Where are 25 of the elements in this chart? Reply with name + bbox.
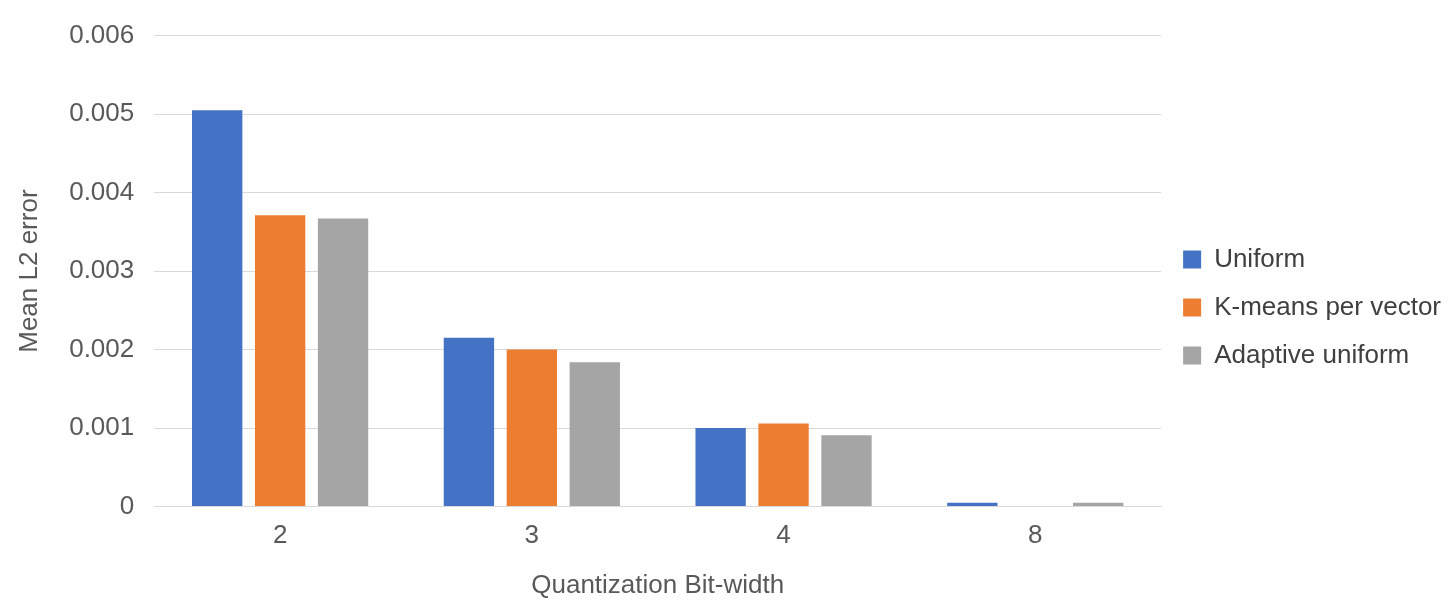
bar bbox=[506, 349, 558, 507]
y-tick-label: 0.004 bbox=[69, 175, 135, 206]
bar bbox=[821, 435, 872, 507]
x-tick-label: 3 bbox=[524, 519, 540, 550]
y-tick-label: 0.001 bbox=[69, 411, 135, 442]
y-tick-label: 0.006 bbox=[69, 18, 135, 49]
y-tick-label: 0.002 bbox=[69, 332, 135, 363]
bar bbox=[569, 362, 620, 507]
x-tick-label: 8 bbox=[1028, 519, 1043, 550]
legend-label: K-means per vector bbox=[1214, 290, 1442, 321]
bar bbox=[758, 423, 809, 507]
y-axis-title: Mean L2 error bbox=[12, 189, 43, 353]
bar bbox=[192, 110, 243, 507]
bar bbox=[695, 428, 746, 507]
x-tick-label: 2 bbox=[272, 519, 288, 550]
x-tick-label: 4 bbox=[776, 519, 791, 550]
bar bbox=[254, 215, 306, 507]
bar bbox=[317, 218, 369, 507]
bar bbox=[443, 337, 495, 507]
y-tick-label: 0 bbox=[119, 489, 135, 520]
y-tick-label: 0.003 bbox=[69, 254, 135, 285]
legend-label: Adaptive uniform bbox=[1214, 338, 1410, 369]
legend-label: Uniform bbox=[1214, 242, 1306, 273]
y-tick-label: 0.005 bbox=[69, 97, 135, 128]
x-axis-title: Quantization Bit-width bbox=[531, 568, 785, 599]
